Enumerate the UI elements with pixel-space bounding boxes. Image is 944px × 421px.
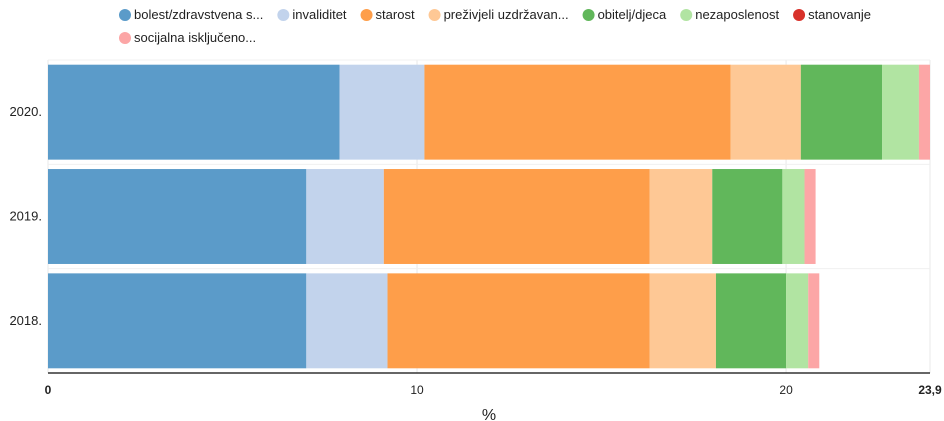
bar-segment[interactable] — [649, 273, 716, 369]
legend-item[interactable]: obitelj/djeca — [582, 7, 667, 22]
bar-segment[interactable] — [800, 64, 883, 160]
legend-swatch — [360, 9, 373, 21]
legend-swatch — [793, 9, 806, 21]
bar-segment[interactable] — [715, 273, 787, 369]
legend-label: obitelj/djeca — [598, 7, 667, 22]
bar-segment[interactable] — [306, 169, 384, 264]
bar-segment[interactable] — [339, 64, 425, 160]
legend-swatch — [680, 9, 693, 21]
bar-segment[interactable] — [387, 273, 650, 369]
bar-segment[interactable] — [730, 64, 801, 160]
bar-segment[interactable] — [808, 273, 820, 369]
category-label: 2018. — [9, 313, 42, 328]
bar-segment[interactable] — [383, 169, 650, 264]
x-ticks: 0 10 20 23,9 — [45, 383, 942, 397]
bar-segment[interactable] — [786, 273, 809, 369]
legend-swatch — [119, 32, 131, 44]
legend-item[interactable]: preživjeli uzdržavan... — [428, 7, 569, 22]
category-label: 2019. — [9, 209, 42, 224]
legend-item[interactable]: starost — [360, 7, 415, 22]
legend-swatch — [582, 9, 595, 21]
legend-item[interactable]: socijalna isključeno... — [119, 30, 256, 45]
bar-segment[interactable] — [882, 64, 919, 160]
legend-label: preživjeli uzdržavan... — [444, 7, 569, 22]
x-axis-label: % — [482, 407, 496, 421]
legend-swatch — [119, 9, 131, 21]
legend-item[interactable]: nezaposlenost — [680, 7, 779, 22]
bar-segment[interactable] — [712, 169, 783, 264]
bar-segment[interactable] — [918, 64, 930, 160]
bar-segment[interactable] — [424, 64, 731, 160]
bar-segment[interactable] — [48, 169, 307, 264]
legend-swatch — [428, 9, 441, 21]
legend-item[interactable]: bolest/zdravstvena s... — [119, 7, 263, 22]
bars — [48, 64, 930, 369]
legend: bolest/zdravstvena s... invaliditet staros… — [119, 7, 871, 45]
x-tick-label: 23,9 — [918, 383, 942, 397]
bar-segment[interactable] — [306, 273, 388, 369]
category-labels: 2020. 2019. 2018. — [9, 104, 42, 328]
legend-label: invaliditet — [292, 7, 347, 22]
x-tick-label: 20 — [779, 383, 793, 397]
bar-segment[interactable] — [782, 169, 805, 264]
legend-item[interactable]: stanovanje — [793, 7, 871, 22]
legend-label: starost — [376, 7, 415, 22]
bar-segment[interactable] — [48, 273, 307, 369]
category-label: 2020. — [9, 104, 42, 119]
bar-segment[interactable] — [649, 169, 713, 264]
bar-segment[interactable] — [804, 169, 816, 264]
legend-item[interactable]: invaliditet — [277, 7, 347, 22]
legend-swatch — [277, 9, 290, 21]
legend-label: nezaposlenost — [695, 7, 779, 22]
legend-label: bolest/zdravstvena s... — [134, 7, 263, 22]
bar-segment[interactable] — [48, 64, 340, 160]
x-tick-label: 10 — [410, 383, 424, 397]
legend-label: stanovanje — [808, 7, 871, 22]
x-tick-label: 0 — [45, 383, 52, 397]
legend-label: socijalna isključeno... — [134, 30, 256, 45]
